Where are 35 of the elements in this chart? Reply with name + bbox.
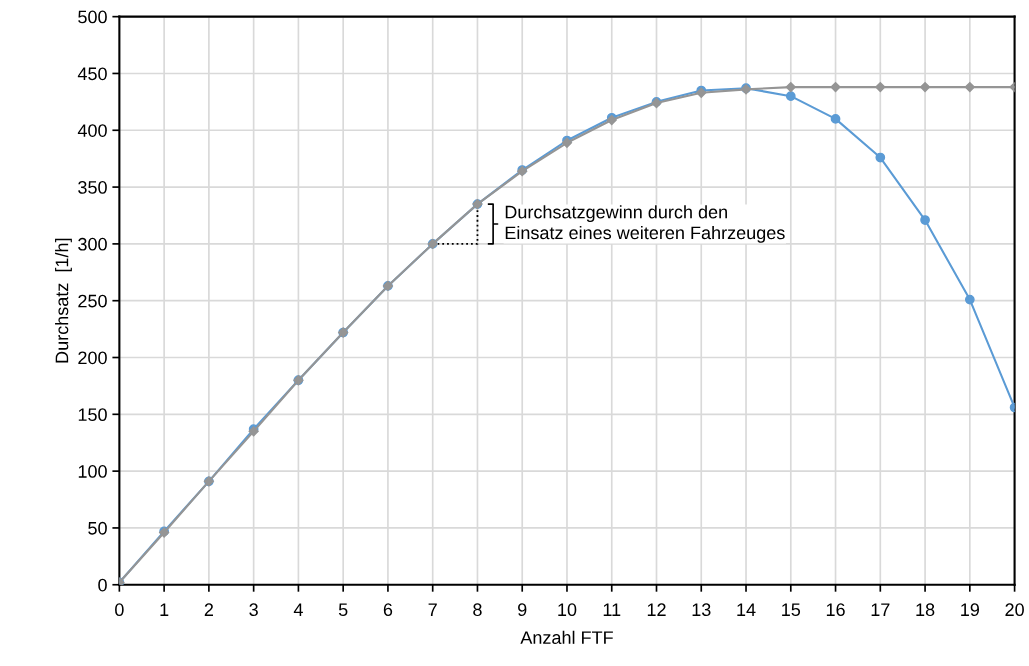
y-tick-label: 0 (98, 578, 107, 592)
x-tick-label: 1 (160, 603, 169, 616)
y-tick-label: 300 (78, 237, 107, 251)
x-tick-label: 0 (115, 603, 124, 617)
y-tick-label: 450 (77, 67, 107, 81)
x-tick-label: 7 (428, 603, 437, 616)
x-tick-label: 6 (383, 603, 393, 617)
x-tick-label: 15 (782, 603, 801, 617)
x-tick-label: 19 (961, 603, 980, 617)
annotation: Durchsatzgewinn durch den Einsatz eines weiteren Fahrzeuges (505, 205, 785, 243)
y-tick-label: 250 (78, 294, 107, 308)
x-tick-label: 8 (473, 603, 482, 617)
y-tick-label: 50 (88, 521, 107, 535)
x-tick-label: 13 (692, 603, 711, 617)
y-tick-label: 200 (78, 351, 107, 365)
y-tick-label: 400 (77, 124, 107, 137)
x-tick-label: 11 (603, 603, 621, 616)
x-tick-label: 4 (293, 603, 303, 616)
x-tick-label: 16 (826, 603, 845, 617)
x-tick-label: 20 (1005, 603, 1024, 617)
y-tick-label: 350 (78, 181, 107, 194)
x-tick-label: 17 (871, 603, 890, 616)
x-tick-label: 2 (204, 603, 213, 616)
x-tick-label: 12 (647, 603, 666, 616)
y-tick-label: 100 (78, 465, 107, 478)
x-tick-label: 9 (518, 603, 527, 617)
x-tick-label: 10 (558, 603, 577, 617)
y-tick-label: 500 (78, 10, 107, 24)
x-tick-label: 18 (916, 603, 935, 617)
x-tick-label: 14 (737, 603, 756, 616)
y-tick-label: 150 (78, 408, 107, 422)
x-axis-title: Anzahl FTF (520, 630, 613, 645)
y-axis-title: Durchsatz [1/h] (55, 238, 72, 363)
x-tick-label: 3 (249, 603, 258, 617)
x-tick-label: 5 (338, 603, 348, 617)
